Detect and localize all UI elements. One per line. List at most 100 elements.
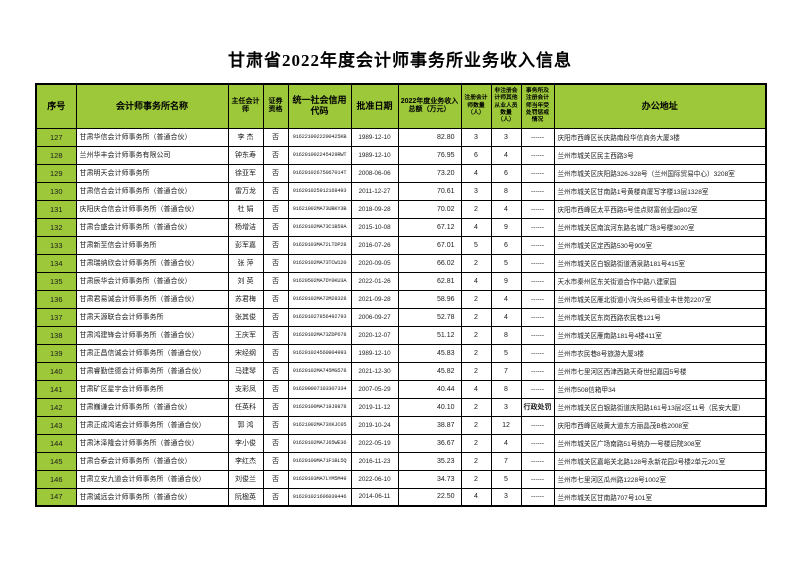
cell-revenue-total: 51.12 bbox=[397, 325, 462, 345]
cell-other-staff-count: 4 bbox=[490, 145, 522, 165]
column-header-office-address: 办公地址 bbox=[553, 83, 767, 129]
cell-securities-qualification: 否 bbox=[262, 325, 289, 345]
cell-firm-name: 甘肃正成鸿诺会计师事务所（普通合伙） bbox=[75, 415, 229, 435]
table-row: 129 甘肃明天会计师事务所 徐亚军否 91620102675067014T 2008-… bbox=[35, 163, 767, 183]
cell-other-staff-count: 3 bbox=[490, 397, 522, 417]
cell-securities-qualification: 否 bbox=[262, 163, 289, 183]
column-header-firm-name: 会计师事务所名称 bbox=[75, 83, 229, 129]
cell-revenue-total: 45.82 bbox=[397, 361, 462, 381]
cell-other-staff-count: 6 bbox=[490, 163, 522, 183]
cell-penalty-status: ------ bbox=[520, 271, 555, 291]
table-row: 133 甘肃新至信会计师事务所 彭军嘉否 91620103MA72LTDP28 2016… bbox=[35, 235, 767, 255]
cell-securities-qualification: 否 bbox=[262, 307, 289, 327]
cell-securities-qualification: 否 bbox=[262, 343, 289, 363]
cell-approval-date: 1989-12-10 bbox=[350, 145, 399, 165]
cell-credit-code: 916201025912168493 bbox=[287, 181, 352, 201]
cell-other-staff-count: 7 bbox=[490, 451, 522, 471]
cell-other-staff-count: 9 bbox=[490, 217, 522, 237]
table-row: 138 甘肃鸿建锋会计师事务所（普通合伙） 王庆军否 91620102MA73ZDP6… bbox=[35, 325, 767, 345]
cell-penalty-status: ------ bbox=[520, 145, 555, 165]
cell-firm-name: 甘肃鸿建锋会计师事务所（普通合伙） bbox=[75, 325, 229, 345]
cell-penalty-status: ------ bbox=[520, 217, 555, 237]
cell-securities-qualification: 否 bbox=[262, 217, 289, 237]
cell-securities-qualification: 否 bbox=[262, 181, 289, 201]
cell-penalty-status: ------ bbox=[520, 199, 555, 219]
cell-cpa-count: 3 bbox=[460, 127, 492, 147]
cell-office-address: 兰州市城关区白银路街道酒泉路181号415室 bbox=[553, 253, 767, 273]
cell-cpa-count: 6 bbox=[460, 145, 492, 165]
cell-securities-qualification: 否 bbox=[262, 469, 289, 489]
cell-credit-code: 91620102MA72M28328 bbox=[287, 289, 352, 309]
cell-other-staff-count: 5 bbox=[490, 469, 522, 489]
cell-credit-code: 916201002245429RWT bbox=[287, 145, 352, 165]
table-row: 143 甘肃正成鸿诺会计师事务所（普通合伙）郭 鸿否 91621002MA73XKJ… bbox=[35, 415, 767, 435]
cell-serial: 137 bbox=[35, 307, 77, 327]
cell-securities-qualification: 否 bbox=[262, 289, 289, 309]
cell-serial: 146 bbox=[35, 469, 77, 489]
table-header-row: 序号 会计师事务所名称 主任会计师 证券资格 统一社会信用代码 批准日期 2022年度业务收… bbox=[35, 83, 767, 129]
cell-securities-qualification: 否 bbox=[262, 253, 289, 273]
cell-penalty-status: ------ bbox=[520, 253, 555, 273]
cell-firm-name: 甘肃明天会计师事务所 bbox=[75, 163, 229, 183]
cell-chief-accountant: 张其俊 bbox=[227, 307, 264, 327]
table-row: 147 甘肃诚远会计师事务所（普通合伙） 阮楹英否 91620102160603944… bbox=[35, 487, 767, 507]
cell-penalty-status: ------ bbox=[520, 415, 555, 435]
cell-serial: 144 bbox=[35, 433, 77, 453]
cell-cpa-count: 2 bbox=[460, 415, 492, 435]
cell-securities-qualification: 否 bbox=[262, 415, 289, 435]
column-header-approval-date: 批准日期 bbox=[350, 83, 399, 129]
cell-penalty-status: ------ bbox=[520, 487, 555, 507]
cell-securities-qualification: 否 bbox=[262, 235, 289, 255]
cell-office-address: 兰州市城关区甘南路707号101室 bbox=[553, 487, 767, 507]
cell-credit-code: 91620102MA73ZDP678 bbox=[287, 325, 352, 345]
cell-office-address: 兰州市城关区白银路街道庆阳路161号13层2区11号（民安大厦） bbox=[553, 397, 767, 417]
column-header-chief-accountant: 主任会计师 bbox=[227, 83, 264, 129]
cell-firm-name: 兰州华丰会计师事务有限公司 bbox=[75, 145, 229, 165]
cell-serial: 136 bbox=[35, 289, 77, 309]
cell-cpa-count: 5 bbox=[460, 235, 492, 255]
cell-other-staff-count: 6 bbox=[490, 235, 522, 255]
cell-securities-qualification: 否 bbox=[262, 397, 289, 417]
cell-securities-qualification: 否 bbox=[262, 433, 289, 453]
cell-revenue-total: 40.44 bbox=[397, 379, 462, 399]
cell-office-address: 兰州市城关区民主西路3号 bbox=[553, 145, 767, 165]
cell-firm-name: 甘肃信合会计师事务所（普通合伙） bbox=[75, 181, 229, 201]
cell-other-staff-count: 9 bbox=[490, 271, 522, 291]
table-row: 134 甘肃瑞纳欣会计师事务所（普通合伙）张 萍否 91620102MA73TCW1… bbox=[35, 253, 767, 273]
cell-cpa-count: 2 bbox=[460, 253, 492, 273]
cell-credit-code: 91620103MA72LTDP28 bbox=[287, 235, 352, 255]
cell-firm-name: 甘肃合泰会计师事务所（普通合伙） bbox=[75, 451, 229, 471]
cell-office-address: 庆阳市西峰区太平西路5号佳点财富创业园802室 bbox=[553, 199, 767, 219]
cell-credit-code: 916200007103307334 bbox=[287, 379, 352, 399]
column-header-credit-code: 统一社会信用代码 bbox=[287, 83, 352, 129]
cell-credit-code: 91620102MA745MG578 bbox=[287, 361, 352, 381]
column-header-cpa-count: 注册会计师数量（人） bbox=[460, 83, 492, 129]
cell-chief-accountant: 杜 娟 bbox=[227, 199, 264, 219]
cell-office-address: 兰州市城关区定西路530号909室 bbox=[553, 235, 767, 255]
cell-cpa-count: 2 bbox=[460, 307, 492, 327]
cell-chief-accountant: 支彩凤 bbox=[227, 379, 264, 399]
cell-chief-accountant: 王庆军 bbox=[227, 325, 264, 345]
cell-other-staff-count: 8 bbox=[490, 181, 522, 201]
cell-office-address: 兰州市城关区广场南路51号统办一号楼后院308室 bbox=[553, 433, 767, 453]
cell-credit-code: 9162210022200425KB bbox=[287, 127, 352, 147]
cell-cpa-count: 3 bbox=[460, 181, 492, 201]
cell-other-staff-count: 7 bbox=[490, 361, 522, 381]
cell-securities-qualification: 否 bbox=[262, 199, 289, 219]
cell-penalty-status: ------ bbox=[520, 127, 555, 147]
cell-securities-qualification: 否 bbox=[262, 145, 289, 165]
cell-office-address: 兰州市城关区雁南路181号4楼411室 bbox=[553, 325, 767, 345]
column-header-revenue-total: 2022年度业务收入总额（万元） bbox=[397, 83, 462, 129]
cell-approval-date: 2008-06-06 bbox=[350, 163, 399, 183]
cell-cpa-count: 2 bbox=[460, 199, 492, 219]
cell-cpa-count: 4 bbox=[460, 271, 492, 291]
cell-chief-accountant: 刘 英 bbox=[227, 271, 264, 291]
cell-revenue-total: 38.87 bbox=[397, 415, 462, 435]
cell-other-staff-count: 12 bbox=[490, 415, 522, 435]
cell-chief-accountant: 雷万龙 bbox=[227, 181, 264, 201]
cell-penalty-status: ------ bbox=[520, 343, 555, 363]
cell-firm-name: 甘肃诚远会计师事务所（普通合伙） bbox=[75, 487, 229, 507]
cell-approval-date: 2021-09-28 bbox=[350, 289, 399, 309]
cell-securities-qualification: 否 bbox=[262, 127, 289, 147]
header-row: 序号 会计师事务所名称 主任会计师 证券资格 统一社会信用代码 批准日期 2022年度业务收… bbox=[35, 83, 767, 129]
